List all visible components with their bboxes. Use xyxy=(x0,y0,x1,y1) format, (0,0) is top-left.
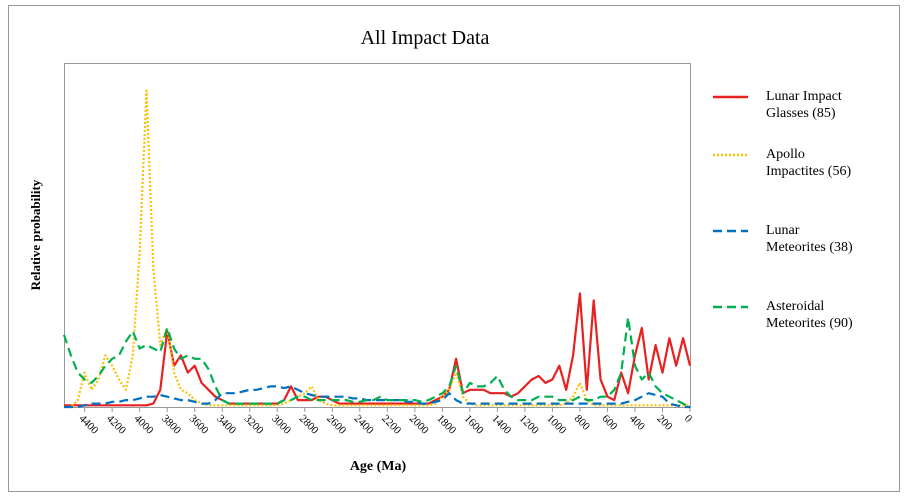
plot-area xyxy=(64,63,691,408)
series-line xyxy=(64,385,690,409)
x-axis-label: Age (Ma) xyxy=(350,459,407,474)
series-line xyxy=(62,316,691,408)
legend-label: Lunar Impact Glasses (85) xyxy=(766,89,842,121)
chart-title: All Impact Data xyxy=(361,27,490,49)
legend-label: Asteroidal Meteorites (90) xyxy=(766,299,853,331)
legend-label: Apollo Impactites (56) xyxy=(766,147,852,179)
legend-label: Lunar Meteorites (38) xyxy=(766,223,853,255)
y-axis-label: Relative probability xyxy=(28,179,43,290)
chart-border xyxy=(8,5,900,492)
